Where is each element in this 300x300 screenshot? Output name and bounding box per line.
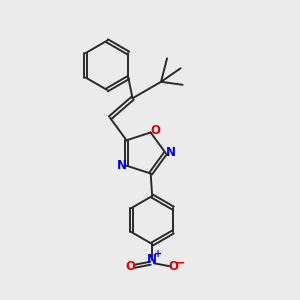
Text: −: − (175, 256, 185, 269)
Text: N: N (147, 253, 157, 266)
Text: O: O (151, 124, 161, 137)
Text: O: O (169, 260, 179, 273)
Text: +: + (154, 249, 162, 259)
Text: O: O (126, 260, 136, 273)
Text: N: N (116, 159, 126, 172)
Text: N: N (166, 146, 176, 160)
